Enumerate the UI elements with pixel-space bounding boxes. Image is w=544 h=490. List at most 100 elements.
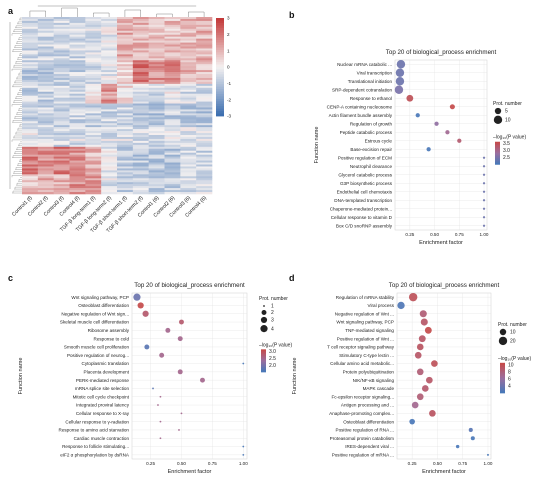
heatmap-cell xyxy=(101,168,118,171)
heatmap-cell xyxy=(196,28,213,32)
heatmap-cell xyxy=(101,42,118,45)
heatmap-cell xyxy=(117,56,134,59)
heatmap-cell xyxy=(196,34,213,37)
heatmap-cell xyxy=(132,91,149,94)
heatmap-cell xyxy=(53,101,70,104)
heatmap-cell xyxy=(132,95,149,98)
heatmap-cell xyxy=(69,76,86,79)
heatmap-cell xyxy=(53,54,70,57)
heatmap-cell xyxy=(117,52,134,55)
term-label: DNA-templated transcription xyxy=(334,198,392,203)
heatmap-cell xyxy=(148,77,165,81)
heatmap-cell xyxy=(37,42,54,45)
heatmap-cell xyxy=(196,172,213,175)
heatmap-cell xyxy=(53,58,70,61)
heatmap-cell xyxy=(37,162,54,165)
heatmap-cell xyxy=(148,136,165,140)
heatmap-cell xyxy=(164,89,181,93)
heatmap-cell xyxy=(196,180,213,183)
heatmap-cell xyxy=(85,140,102,144)
heatmap-cell xyxy=(101,48,118,51)
term-label: PERK-mediated response xyxy=(76,378,130,383)
heatmap-cell xyxy=(101,89,118,93)
heatmap-cell xyxy=(132,81,149,85)
heatmap-cell xyxy=(196,146,213,150)
color-legend-step xyxy=(495,146,500,149)
heatmap-cell xyxy=(180,180,197,183)
heatmap-cell xyxy=(37,24,54,28)
heatmap-cell xyxy=(101,64,118,67)
heatmap-cell xyxy=(164,113,181,116)
heatmap-cell xyxy=(53,26,70,30)
heatmap-cell xyxy=(85,160,102,163)
heatmap-cell xyxy=(22,83,39,87)
heatmap-cell xyxy=(180,95,197,98)
heatmap-cell xyxy=(117,40,134,43)
heatmap-cell xyxy=(69,123,86,126)
heatmap-cell xyxy=(101,123,118,126)
heatmap-cell xyxy=(22,172,39,175)
heatmap-cell xyxy=(117,168,134,171)
x-tick-label: 0.50 xyxy=(433,461,442,466)
heatmap-cell xyxy=(196,125,213,128)
heatmap-cell xyxy=(117,97,134,100)
heatmap-cell xyxy=(196,101,213,104)
heatmap-cell xyxy=(196,68,213,71)
heatmap-cell xyxy=(117,72,134,75)
heatmap-cell xyxy=(53,125,70,128)
color-scale-step xyxy=(216,98,224,102)
term-label: Integrated proviral latency xyxy=(76,403,130,408)
heatmap-cell xyxy=(148,81,165,85)
heatmap-cell xyxy=(101,54,118,57)
heatmap-cell xyxy=(148,192,165,195)
heatmap-cell xyxy=(132,131,149,134)
heatmap-cell xyxy=(53,99,70,102)
heatmap-cell xyxy=(180,125,197,128)
color-legend-step xyxy=(261,357,266,360)
heatmap-cell xyxy=(101,18,118,22)
heatmap-cell xyxy=(180,105,197,108)
heatmap-cell xyxy=(148,28,165,32)
color-scale-step xyxy=(216,71,224,75)
heatmap-cell xyxy=(69,38,86,41)
heatmap-cell xyxy=(101,79,118,83)
heatmap-cell xyxy=(101,138,118,142)
color-scale-step xyxy=(216,69,224,73)
heatmap-cell xyxy=(85,144,102,148)
heatmap-cell xyxy=(196,123,213,126)
heatmap-cell xyxy=(37,93,54,96)
heatmap-cell xyxy=(117,46,134,49)
heatmap-cell xyxy=(69,135,86,138)
heatmap-cell xyxy=(196,81,213,85)
heatmap-cell xyxy=(196,30,213,34)
heatmap-cell xyxy=(101,166,118,169)
size-legend-dot xyxy=(260,316,268,324)
heatmap-cell xyxy=(148,168,165,171)
heatmap-cell xyxy=(85,48,102,51)
color-legend-title: –log₁₀(P value) xyxy=(259,342,292,348)
heatmap-cell xyxy=(164,156,181,159)
heatmap-cell xyxy=(53,158,70,161)
heatmap-cell xyxy=(53,17,70,20)
heatmap-cell xyxy=(164,131,181,134)
heatmap-cell xyxy=(101,81,118,85)
heatmap-cell xyxy=(148,156,165,159)
heatmap-cell xyxy=(132,170,149,173)
heatmap-cell xyxy=(53,127,70,130)
heatmap-cell xyxy=(180,140,197,144)
heatmap-cell xyxy=(148,91,165,94)
data-point xyxy=(420,318,428,326)
heatmap-cell xyxy=(148,101,165,104)
heatmap-cell xyxy=(148,148,165,152)
heatmap-cell xyxy=(53,93,70,96)
heatmap-cell xyxy=(37,91,54,94)
heatmap-cell xyxy=(37,85,54,89)
heatmap-cell xyxy=(117,190,134,193)
heatmap-cell xyxy=(85,66,102,69)
heatmap-cell xyxy=(37,172,54,175)
heatmap-cell xyxy=(180,48,197,51)
heatmap-cell xyxy=(53,60,70,63)
heatmap-cell xyxy=(22,146,39,150)
heatmap-cell xyxy=(132,105,149,108)
heatmap-cell xyxy=(117,70,134,73)
